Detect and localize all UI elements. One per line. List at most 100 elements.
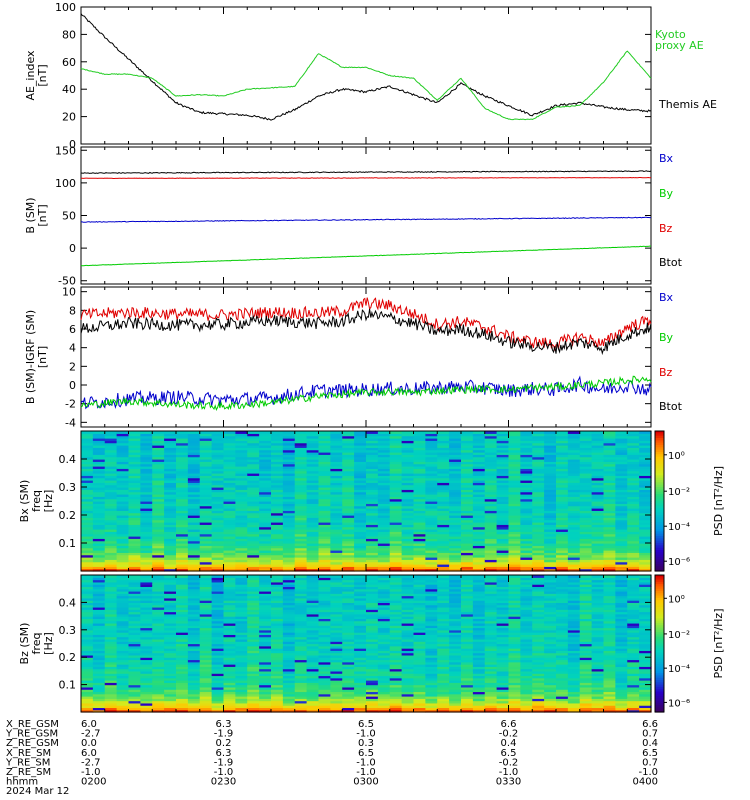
- spectrogram-cell: [532, 547, 545, 551]
- spectrogram-cell: [627, 438, 640, 441]
- spectrogram-cell: [413, 654, 426, 658]
- spectrogram-cell: [556, 459, 569, 462]
- spectrogram-cell: [271, 487, 284, 490]
- spectrogram-cell: [282, 524, 296, 528]
- spectrogram-cell: [401, 447, 415, 451]
- spectrogram-cell: [152, 632, 165, 635]
- spectrogram-cell: [306, 557, 320, 560]
- spectrogram-cell: [520, 543, 533, 546]
- spectrogram-cell: [223, 526, 236, 530]
- spectrogram-cell: [259, 501, 272, 504]
- spectrogram-cell: [389, 449, 403, 453]
- spectrogram-cell: [413, 496, 426, 500]
- spectrogram-cell: [235, 700, 248, 704]
- spectrogram-cell: [259, 645, 272, 649]
- spectrogram-cell: [639, 552, 652, 556]
- spectrogram-cell: [377, 698, 391, 702]
- spectrogram-cell: [401, 632, 415, 635]
- spectrogram-cell: [211, 482, 225, 486]
- spectrogram-cell: [164, 686, 177, 690]
- spectrogram-cell: [235, 584, 248, 588]
- spectrogram-cell: [176, 709, 189, 713]
- spectrogram-cell: [294, 554, 308, 558]
- spectrogram-cell: [176, 512, 189, 516]
- spectrogram-cell: [377, 609, 391, 613]
- spectrogram-cell: [81, 449, 94, 453]
- spectrogram-cell: [164, 689, 177, 693]
- spectrogram-cell: [176, 505, 189, 509]
- spectrogram-cell: [223, 705, 236, 709]
- spectrogram-cell: [81, 652, 94, 656]
- spectrogram-cell: [116, 643, 130, 647]
- spectrogram-cell: [294, 616, 308, 619]
- spectrogram-cell: [354, 641, 367, 645]
- spectrogram-cell: [199, 482, 213, 486]
- spectrogram-cell: [472, 515, 486, 518]
- spectrogram-cell: [176, 627, 189, 631]
- spectrogram-cell: [366, 675, 379, 679]
- spectrogram-cell: [223, 473, 236, 476]
- spectrogram-cell: [354, 505, 367, 509]
- spectrogram-cell: [282, 431, 296, 434]
- spectrogram-cell: [282, 709, 296, 713]
- spectrogram-cell: [556, 461, 569, 465]
- spectrogram-cell: [401, 625, 415, 629]
- spectrogram-cell: [389, 503, 403, 507]
- spectrogram-cell: [271, 536, 284, 539]
- spectrogram-cell: [176, 588, 189, 592]
- spectrogram-cell: [81, 689, 94, 693]
- spectrogram-cell: [176, 602, 189, 606]
- spectrogram-cell: [354, 470, 367, 474]
- spectrogram-cell: [330, 552, 343, 556]
- spectrogram-cell: [567, 477, 581, 481]
- spectrogram-cell: [92, 503, 106, 507]
- spectrogram-cell: [627, 561, 640, 565]
- spectrogram-cell: [354, 482, 367, 486]
- spectrogram-cell: [81, 489, 94, 493]
- spectrogram-cell: [591, 445, 605, 448]
- spectrogram-cell: [176, 431, 189, 434]
- spectrogram-cell: [366, 510, 379, 514]
- spectrogram-cell: [247, 510, 260, 514]
- spectrogram-cell: [330, 691, 343, 695]
- spectrogram-cell: [294, 698, 308, 702]
- spectrogram-cell: [627, 454, 640, 458]
- spectrogram-cell: [176, 487, 189, 490]
- spectrogram-cell: [152, 431, 165, 434]
- spectrogram-cell: [472, 487, 486, 490]
- spectrogram-cell: [318, 606, 331, 610]
- spectrogram-cell: [199, 559, 213, 563]
- spectrogram-cell: [472, 470, 486, 474]
- colorbar-step: [655, 557, 664, 560]
- spectrogram-cell: [223, 590, 236, 594]
- spectrogram-cell: [104, 686, 118, 690]
- spectrogram-cell: [223, 463, 236, 467]
- spectrogram-cell: [330, 496, 343, 500]
- spectrogram-cell: [259, 579, 272, 583]
- spectrogram-cell: [318, 700, 331, 704]
- spectrogram-cell: [603, 526, 616, 530]
- spectrogram-cell: [461, 545, 474, 549]
- spectrogram-cell: [92, 652, 106, 656]
- spectrogram-cell: [579, 545, 593, 549]
- spectrogram-cell: [306, 505, 320, 509]
- spectrogram-cell: [330, 696, 343, 699]
- spectrogram-cell: [484, 461, 498, 465]
- spectrogram-cell: [104, 501, 118, 504]
- spectrogram-cell: [639, 463, 652, 467]
- spectrogram-cell: [187, 473, 201, 476]
- spectrogram-cell: [199, 606, 213, 610]
- spectrogram-cell: [282, 557, 296, 560]
- spectrogram-cell: [271, 564, 284, 567]
- spectrogram-cell: [603, 491, 616, 495]
- spectrogram-cell: [389, 657, 403, 661]
- spectrogram-cell: [413, 645, 426, 649]
- spectrogram-cell: [354, 543, 367, 546]
- spectrogram-cell: [140, 456, 153, 460]
- spectrogram-cell: [413, 616, 426, 619]
- spectrogram-cell: [615, 470, 628, 474]
- spectrogram-cell: [532, 445, 545, 448]
- spectrogram-cell: [116, 586, 130, 590]
- spectrogram-cell: [259, 654, 272, 658]
- spectrogram-cell: [401, 433, 415, 437]
